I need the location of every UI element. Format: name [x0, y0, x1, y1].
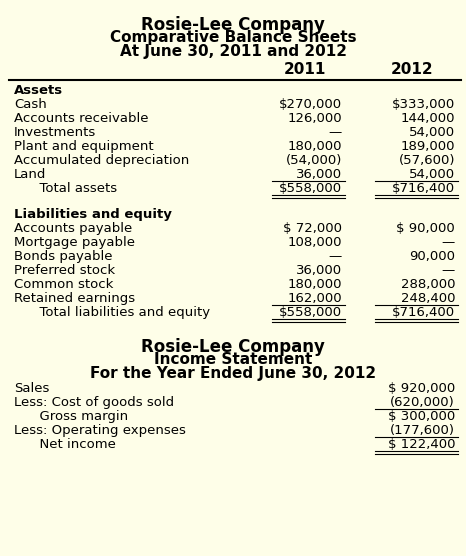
Text: 180,000: 180,000	[288, 278, 342, 291]
Text: 108,000: 108,000	[288, 236, 342, 249]
Text: $716,400: $716,400	[392, 306, 455, 319]
Text: Common stock: Common stock	[14, 278, 113, 291]
Text: Less: Operating expenses: Less: Operating expenses	[14, 424, 186, 437]
Text: Bonds payable: Bonds payable	[14, 250, 112, 263]
Text: $ 90,000: $ 90,000	[396, 222, 455, 235]
Text: At June 30, 2011 and 2012: At June 30, 2011 and 2012	[119, 44, 347, 59]
Text: 2011: 2011	[284, 62, 326, 77]
Text: 2012: 2012	[391, 62, 433, 77]
Text: (177,600): (177,600)	[390, 424, 455, 437]
Text: 36,000: 36,000	[296, 264, 342, 277]
Text: Net income: Net income	[14, 438, 116, 451]
Text: Sales: Sales	[14, 382, 49, 395]
Text: 162,000: 162,000	[288, 292, 342, 305]
Text: Income Statement: Income Statement	[154, 352, 312, 367]
Text: Accumulated depreciation: Accumulated depreciation	[14, 154, 189, 167]
Text: For the Year Ended June 30, 2012: For the Year Ended June 30, 2012	[90, 366, 376, 381]
Text: Land: Land	[14, 168, 47, 181]
Text: $ 920,000: $ 920,000	[388, 382, 455, 395]
Text: (57,600): (57,600)	[398, 154, 455, 167]
Text: 180,000: 180,000	[288, 140, 342, 153]
Text: Less: Cost of goods sold: Less: Cost of goods sold	[14, 396, 174, 409]
Text: $ 300,000: $ 300,000	[388, 410, 455, 423]
Text: (620,000): (620,000)	[390, 396, 455, 409]
Text: —: —	[329, 126, 342, 139]
Text: 54,000: 54,000	[409, 168, 455, 181]
Text: $558,000: $558,000	[279, 182, 342, 195]
Text: $ 122,400: $ 122,400	[388, 438, 455, 451]
Text: 248,400: 248,400	[400, 292, 455, 305]
Text: $558,000: $558,000	[279, 306, 342, 319]
Text: 189,000: 189,000	[400, 140, 455, 153]
Text: Mortgage payable: Mortgage payable	[14, 236, 135, 249]
Text: Retained earnings: Retained earnings	[14, 292, 135, 305]
Text: Plant and equipment: Plant and equipment	[14, 140, 154, 153]
Text: Rosie-Lee Company: Rosie-Lee Company	[141, 338, 325, 356]
Text: Comparative Balance Sheets: Comparative Balance Sheets	[110, 30, 356, 45]
Text: $270,000: $270,000	[279, 98, 342, 111]
Text: 36,000: 36,000	[296, 168, 342, 181]
Text: —: —	[442, 264, 455, 277]
Text: —: —	[442, 236, 455, 249]
Text: Rosie-Lee Company: Rosie-Lee Company	[141, 16, 325, 34]
Text: Liabilities and equity: Liabilities and equity	[14, 208, 172, 221]
Text: 54,000: 54,000	[409, 126, 455, 139]
Text: —: —	[329, 250, 342, 263]
Text: 90,000: 90,000	[409, 250, 455, 263]
Text: $716,400: $716,400	[392, 182, 455, 195]
Text: $333,000: $333,000	[392, 98, 455, 111]
Text: Cash: Cash	[14, 98, 47, 111]
Text: 126,000: 126,000	[288, 112, 342, 125]
Text: Total liabilities and equity: Total liabilities and equity	[14, 306, 210, 319]
Text: Investments: Investments	[14, 126, 96, 139]
Text: Total assets: Total assets	[14, 182, 117, 195]
Text: Preferred stock: Preferred stock	[14, 264, 115, 277]
Text: Assets: Assets	[14, 84, 63, 97]
Text: Accounts payable: Accounts payable	[14, 222, 132, 235]
Text: $ 72,000: $ 72,000	[283, 222, 342, 235]
Text: Gross margin: Gross margin	[14, 410, 128, 423]
Text: 144,000: 144,000	[400, 112, 455, 125]
Text: 288,000: 288,000	[400, 278, 455, 291]
Text: Accounts receivable: Accounts receivable	[14, 112, 149, 125]
Text: (54,000): (54,000)	[286, 154, 342, 167]
